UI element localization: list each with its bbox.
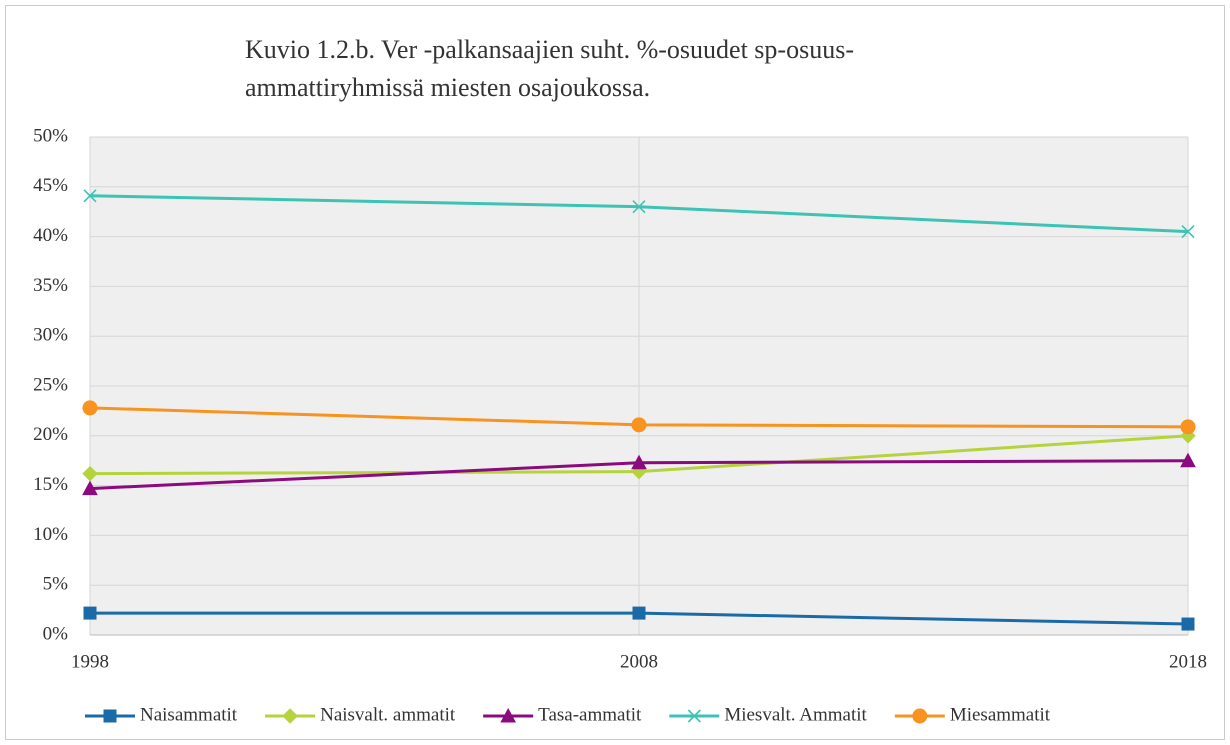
marker xyxy=(632,606,646,620)
legend-marker xyxy=(687,709,701,723)
marker xyxy=(632,200,646,214)
marker xyxy=(1180,452,1196,468)
marker xyxy=(1181,617,1195,631)
x-tick-label: 2008 xyxy=(620,651,658,672)
y-tick-label: 30% xyxy=(33,325,68,346)
marker xyxy=(83,606,97,620)
legend-marker xyxy=(103,709,117,723)
marker xyxy=(1181,225,1195,239)
marker xyxy=(1180,419,1196,435)
legend-label: Miesammatit xyxy=(950,704,1051,725)
legend-label: Miesvalt. Ammatit xyxy=(724,704,867,725)
y-tick-label: 5% xyxy=(43,574,69,595)
legend-marker xyxy=(282,708,298,724)
legend-marker xyxy=(500,707,517,723)
legend-marker xyxy=(912,708,928,724)
y-tick-label: 15% xyxy=(33,474,68,495)
legend-label: Naisammatit xyxy=(140,704,238,725)
marker xyxy=(82,400,98,416)
chart-title: ammattiryhmissä miesten osajoukossa. xyxy=(245,73,650,102)
marker xyxy=(82,480,98,496)
y-tick-label: 25% xyxy=(33,374,68,395)
marker xyxy=(631,454,647,470)
x-tick-label: 2018 xyxy=(1169,651,1207,672)
marker xyxy=(631,417,647,433)
chart-title: Kuvio 1.2.b. Ver -palkansaajien suht. %-… xyxy=(245,35,854,64)
y-tick-label: 10% xyxy=(33,524,68,545)
legend-label: Tasa-ammatit xyxy=(538,704,642,725)
y-tick-label: 45% xyxy=(33,175,68,196)
y-tick-label: 40% xyxy=(33,225,68,246)
y-tick-label: 20% xyxy=(33,424,68,445)
y-tick-label: 50% xyxy=(33,125,68,146)
legend-label: Naisvalt. ammatit xyxy=(320,704,456,725)
y-tick-label: 0% xyxy=(43,623,69,644)
marker xyxy=(83,189,97,203)
x-tick-label: 1998 xyxy=(71,651,109,672)
y-tick-label: 35% xyxy=(33,275,68,296)
